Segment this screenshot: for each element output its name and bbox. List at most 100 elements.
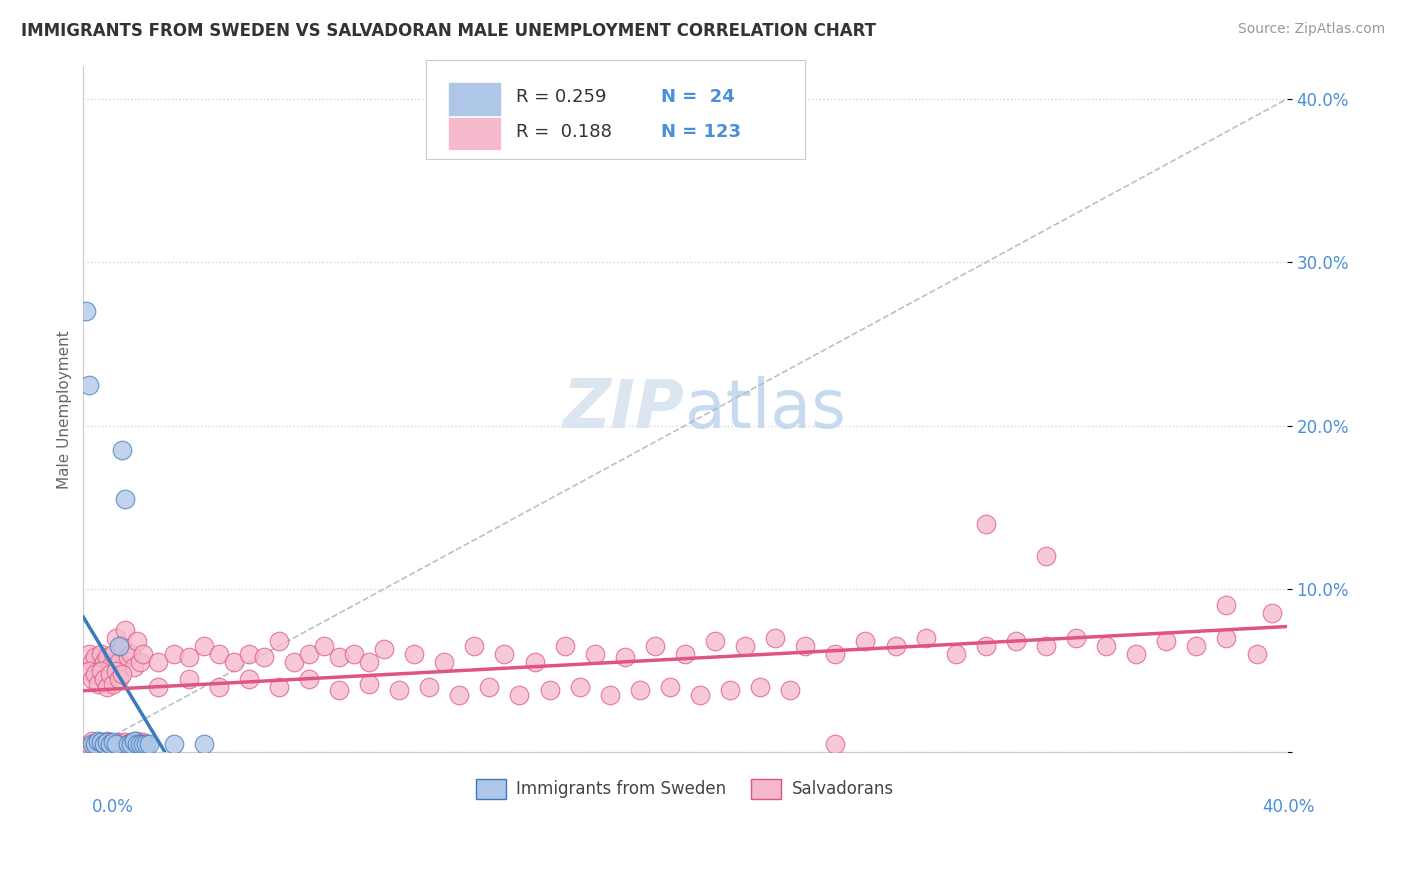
Point: [82, 737, 104, 751]
Point: [267, 680, 290, 694]
Point: [404, 647, 426, 661]
Point: [93, 737, 115, 751]
Text: ZIP: ZIP: [562, 376, 685, 442]
Point: [148, 656, 170, 670]
Point: [75, 304, 97, 318]
Point: [193, 737, 215, 751]
Point: [114, 492, 136, 507]
Point: [298, 647, 321, 661]
Point: [111, 639, 134, 653]
Point: [177, 650, 200, 665]
Point: [120, 737, 142, 751]
Text: R =  0.188: R = 0.188: [516, 122, 613, 141]
Point: [120, 647, 142, 661]
Point: [718, 683, 741, 698]
Point: [328, 683, 350, 698]
Point: [103, 737, 125, 751]
Point: [79, 737, 101, 751]
Point: [1035, 639, 1057, 653]
Point: [96, 680, 118, 694]
Point: [613, 650, 636, 665]
Point: [82, 656, 104, 670]
Point: [1154, 634, 1177, 648]
Point: [127, 634, 149, 648]
Point: [79, 377, 101, 392]
Point: [98, 737, 121, 751]
Point: [884, 639, 907, 653]
Point: [1095, 639, 1118, 653]
Point: [267, 634, 290, 648]
Point: [208, 680, 231, 694]
Point: [433, 656, 456, 670]
Point: [945, 647, 967, 661]
Point: [599, 688, 621, 702]
Point: [177, 672, 200, 686]
Point: [129, 656, 152, 670]
Point: [298, 672, 321, 686]
Point: [673, 647, 696, 661]
Point: [388, 683, 411, 698]
Point: [108, 672, 131, 686]
Point: [117, 737, 139, 751]
Point: [162, 737, 184, 751]
Point: [103, 647, 125, 661]
Point: [449, 688, 471, 702]
Point: [129, 737, 152, 751]
Point: [148, 680, 170, 694]
Point: [120, 735, 142, 749]
Point: [108, 735, 131, 749]
Point: [87, 676, 110, 690]
FancyBboxPatch shape: [449, 117, 501, 150]
Point: [114, 623, 136, 637]
Point: [84, 737, 107, 751]
Point: [312, 639, 335, 653]
FancyBboxPatch shape: [449, 82, 501, 116]
Point: [124, 733, 146, 747]
Point: [779, 683, 801, 698]
Point: [87, 733, 110, 747]
Point: [418, 680, 440, 694]
Point: [117, 737, 139, 751]
Point: [87, 664, 110, 678]
Point: [132, 735, 155, 749]
Point: [82, 672, 104, 686]
Point: [93, 737, 115, 751]
Point: [98, 735, 121, 749]
Text: N = 123: N = 123: [661, 122, 741, 141]
Point: [1246, 647, 1268, 661]
Point: [283, 656, 305, 670]
Point: [127, 737, 149, 751]
Point: [1064, 631, 1087, 645]
Point: [96, 735, 118, 749]
Point: [644, 639, 666, 653]
Point: [124, 660, 146, 674]
Point: [749, 680, 772, 694]
Point: [763, 631, 786, 645]
Point: [1215, 599, 1237, 613]
Point: [222, 656, 245, 670]
Point: [111, 443, 134, 458]
Point: [117, 650, 139, 665]
Point: [238, 647, 260, 661]
Point: [108, 656, 131, 670]
Text: 0.0%: 0.0%: [91, 798, 134, 816]
Point: [132, 647, 155, 661]
Point: [523, 656, 546, 670]
Point: [583, 647, 606, 661]
Point: [103, 676, 125, 690]
Point: [538, 683, 561, 698]
Point: [628, 683, 651, 698]
Point: [734, 639, 756, 653]
Point: [135, 737, 157, 751]
Point: [90, 737, 112, 751]
Text: IMMIGRANTS FROM SWEDEN VS SALVADORAN MALE UNEMPLOYMENT CORRELATION CHART: IMMIGRANTS FROM SWEDEN VS SALVADORAN MAL…: [21, 22, 876, 40]
Legend: Immigrants from Sweden, Salvadorans: Immigrants from Sweden, Salvadorans: [470, 772, 900, 805]
Text: 40.0%: 40.0%: [1263, 798, 1315, 816]
Point: [238, 672, 260, 686]
Point: [84, 666, 107, 681]
Point: [568, 680, 591, 694]
Point: [132, 737, 155, 751]
Point: [105, 737, 128, 751]
Point: [111, 666, 134, 681]
Point: [478, 680, 501, 694]
